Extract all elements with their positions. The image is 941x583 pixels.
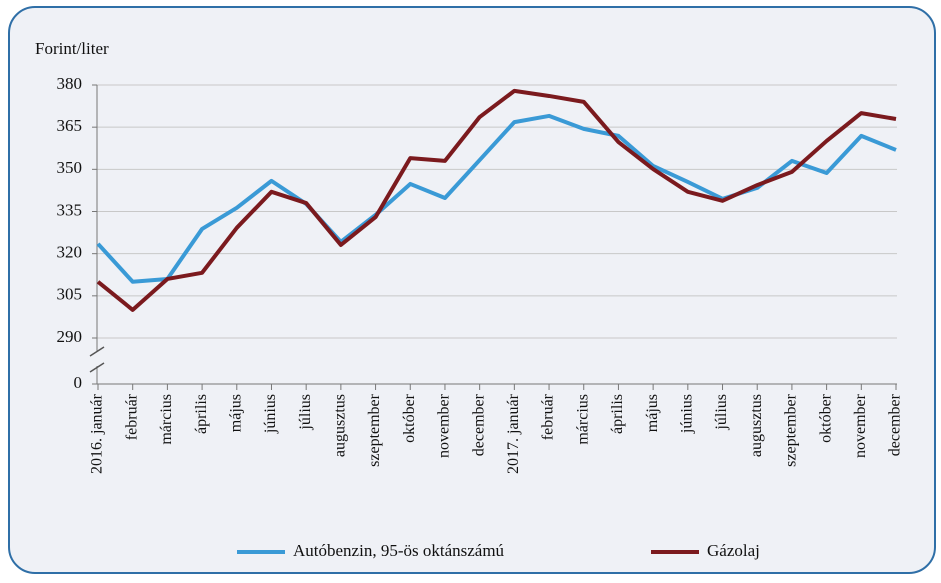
x-tick-label: március bbox=[574, 394, 591, 445]
x-tick-label: szeptember bbox=[783, 393, 800, 467]
x-tick-label: december bbox=[887, 393, 904, 456]
x-tick-label: 2017. január bbox=[505, 393, 522, 474]
y-tick-label: 290 bbox=[57, 327, 83, 346]
x-tick-label: február bbox=[540, 393, 557, 440]
series-line bbox=[96, 88, 897, 312]
y-tick-label: 350 bbox=[57, 158, 83, 177]
x-tick-label: október bbox=[817, 393, 834, 443]
frame bbox=[8, 6, 936, 574]
x-tick-label: november bbox=[436, 393, 453, 458]
x-tick-label: november bbox=[852, 393, 869, 458]
x-tick-label: július bbox=[297, 394, 314, 431]
x-tick-label: május bbox=[227, 394, 244, 432]
y-axis-label: Forint/liter bbox=[35, 39, 109, 58]
y-tick-label: 365 bbox=[57, 116, 83, 135]
x-tick-label: április bbox=[193, 394, 210, 434]
x-tick-label: május bbox=[644, 394, 661, 432]
legend-label: Gázolaj bbox=[707, 541, 760, 560]
x-tick-label: október bbox=[401, 393, 418, 443]
x-tick-label: február bbox=[123, 393, 140, 440]
x-tick-label: június bbox=[262, 394, 279, 434]
legend-label: Autóbenzin, 95-ös oktánszámú bbox=[293, 541, 505, 560]
axis-break bbox=[89, 362, 105, 373]
axis-break bbox=[89, 346, 105, 357]
x-tick-label: december bbox=[470, 393, 487, 456]
y-tick-label: 335 bbox=[57, 200, 83, 219]
plot: 0 290 305 320 335 350 365 380 2016. január februá… bbox=[57, 74, 904, 554]
x-tick-label: augusztus bbox=[748, 394, 765, 457]
axis-break-gap bbox=[89, 352, 105, 366]
x-tick-label: július bbox=[713, 394, 730, 431]
y-tick-label: 0 bbox=[74, 373, 83, 392]
y-tick-label: 380 bbox=[57, 74, 83, 93]
y-tick-label: 305 bbox=[57, 285, 83, 304]
x-tick-label: március bbox=[158, 394, 175, 445]
x-tick-label: 2016. január bbox=[89, 393, 106, 474]
x-tick-label: augusztus bbox=[332, 394, 349, 457]
y-tick-label: 320 bbox=[57, 243, 83, 262]
x-tick-label: szeptember bbox=[366, 393, 383, 467]
x-tick-label: április bbox=[609, 394, 626, 434]
x-tick-label: június bbox=[678, 394, 695, 434]
